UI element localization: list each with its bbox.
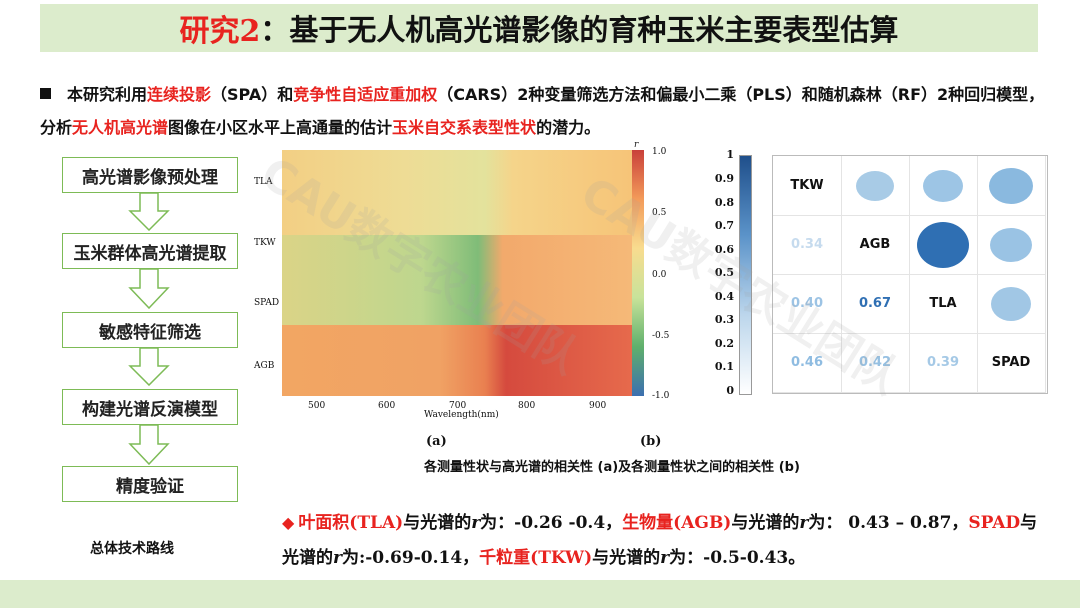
caption-a: (a) xyxy=(426,434,447,449)
scale-tick: 0.1 xyxy=(714,360,734,373)
flow-arrow-down-icon xyxy=(128,269,170,309)
flow-step-extract: 玉米群体高光谱提取 xyxy=(62,233,238,269)
flow-step-model: 构建光谱反演模型 xyxy=(62,389,238,425)
flow-arrow-down-icon xyxy=(128,425,170,465)
heatmap-ylabel: TLA xyxy=(254,177,273,187)
trait-label: SPAD xyxy=(977,333,1046,393)
intro-text: （CARS）2种变量筛选方法和偏最小二乘（PLS）和随机森林（RF）2种回归模型… xyxy=(40,85,1045,137)
corr-cell xyxy=(977,215,1046,275)
r-symbol: r xyxy=(660,548,670,568)
footer-bar xyxy=(0,580,1080,608)
scale-tick: 0.6 xyxy=(714,243,734,256)
colorbar-tick: -1.0 xyxy=(652,391,670,401)
page-title: ：基于无人机高光谱影像的育种玉米主要表型估算 xyxy=(260,13,899,47)
trait-label: AGB xyxy=(841,215,910,275)
intro-highlight: 玉米自交系表型性状 xyxy=(392,118,537,137)
corr-circle xyxy=(923,169,963,202)
intro-highlight: 竞争性自适应重加权 xyxy=(293,85,438,104)
corr-circle xyxy=(990,227,1032,262)
result-text: 为： 0.43 – 0.87， xyxy=(808,513,969,533)
title-prefix: 研究2 xyxy=(179,14,261,49)
scale-tick: 0.5 xyxy=(714,266,734,279)
result-highlight: 生物量(AGB) xyxy=(622,513,732,533)
heatmap-ylabel: TKW xyxy=(254,238,276,248)
trait-correlation-matrix: TKW 0.34 AGB 0.40 0.67 TLA 0.46 0.42 0.3… xyxy=(772,155,1048,394)
corr-value: 0.46 xyxy=(773,333,842,393)
corr-circle xyxy=(991,286,1031,321)
r-symbol: r xyxy=(471,513,481,533)
flow-step-validate: 精度验证 xyxy=(62,466,238,502)
heatmap-xlabel: Wavelength(nm) xyxy=(424,410,499,420)
flow-arrow-down-icon xyxy=(128,348,170,386)
heatmap-xtick: 800 xyxy=(518,401,536,411)
intro-text: 本研究利用 xyxy=(67,85,148,104)
scale-tick: 0 xyxy=(726,384,734,397)
result-summary: ◆ 叶面积(TLA)与光谱的r为：-0.26 -0.4，生物量(AGB)与光谱的r… xyxy=(282,505,1052,576)
colorbar-tick: 0.5 xyxy=(652,208,667,218)
flow-arrow-down-icon xyxy=(128,193,170,231)
trait-correlation-colorbar xyxy=(739,155,752,395)
corr-cell xyxy=(977,156,1046,216)
corr-value: 0.67 xyxy=(841,274,910,334)
intro-text: 图像在小区水平上高通量的估计 xyxy=(168,118,393,137)
scale-tick: 0.8 xyxy=(714,196,734,209)
corr-cell xyxy=(909,215,978,275)
hyperspectral-correlation-heatmap xyxy=(282,150,632,396)
scale-tick: 0.3 xyxy=(714,313,734,326)
title-bar: 研究2 ：基于无人机高光谱影像的育种玉米主要表型估算 xyxy=(40,4,1038,52)
result-highlight: 叶面积(TLA) xyxy=(298,513,404,533)
result-highlight: SPAD xyxy=(968,513,1021,533)
colorbar-tick: 1.0 xyxy=(652,147,667,157)
route-label: 总体技术路线 xyxy=(90,541,174,557)
scale-tick: 0.2 xyxy=(714,337,734,350)
corr-value: 0.40 xyxy=(773,274,842,334)
heatmap-colorbar xyxy=(632,150,644,396)
result-text: 为：-0.5-0.43。 xyxy=(669,548,806,568)
figure-caption: 各测量性状与高光谱的相关性 (a)及各测量性状之间的相关性 (b) xyxy=(424,460,800,475)
intro-highlight: 无人机高光谱 xyxy=(72,118,169,137)
corr-cell xyxy=(841,156,910,216)
heatmap-xtick: 600 xyxy=(378,401,396,411)
result-text: 与光谱的 xyxy=(403,513,472,533)
scale-tick: 0.4 xyxy=(714,290,734,303)
corr-cell xyxy=(977,274,1046,334)
colorbar-tick: -0.5 xyxy=(652,331,670,341)
caption-b: (b) xyxy=(640,434,662,449)
intro-text: 的潜力。 xyxy=(536,118,601,137)
corr-value: 0.39 xyxy=(909,333,978,393)
intro-highlight: 连续投影 xyxy=(147,85,212,104)
flow-step-feature: 敏感特征筛选 xyxy=(62,312,238,348)
bullet-square-icon xyxy=(40,88,51,99)
heatmap-ylabel: SPAD xyxy=(254,298,280,308)
result-text: 与光谱的 xyxy=(731,513,800,533)
corr-cell xyxy=(909,156,978,216)
r-symbol: r xyxy=(333,548,342,568)
diamond-bullet-icon: ◆ xyxy=(282,513,295,532)
corr-value: 0.42 xyxy=(841,333,910,393)
corr-circle xyxy=(989,167,1033,204)
result-text: 为：-0.26 -0.4， xyxy=(480,513,623,533)
heatmap-xtick: 900 xyxy=(589,401,607,411)
heatmap-ylabel: AGB xyxy=(254,361,275,371)
heatmap-xtick: 700 xyxy=(449,401,467,411)
scale-tick: 0.9 xyxy=(714,172,734,185)
scale-tick: 0.7 xyxy=(714,219,734,232)
result-text: 为:-0.69-0.14， xyxy=(341,548,480,568)
colorbar-tick: 0.0 xyxy=(652,270,667,280)
heatmap-xtick: 500 xyxy=(308,401,326,411)
corr-circle xyxy=(917,221,969,268)
result-highlight: 千粒重(TKW) xyxy=(479,548,593,568)
trait-label: TLA xyxy=(909,274,978,334)
colorbar-title: r xyxy=(634,140,639,150)
result-text: 与光谱的 xyxy=(592,548,661,568)
intro-paragraph: 本研究利用连续投影（SPA）和竞争性自适应重加权（CARS）2种变量筛选方法和偏… xyxy=(40,78,1050,144)
scale-tick: 1 xyxy=(726,148,734,161)
corr-value: 0.34 xyxy=(773,215,842,275)
corr-circle xyxy=(856,170,894,201)
intro-text: （SPA）和 xyxy=(211,85,294,104)
r-symbol: r xyxy=(799,513,809,533)
result-text: 与光谱的 xyxy=(282,513,1038,568)
trait-label: TKW xyxy=(773,156,842,216)
flow-step-preprocess: 高光谱影像预处理 xyxy=(62,157,238,193)
